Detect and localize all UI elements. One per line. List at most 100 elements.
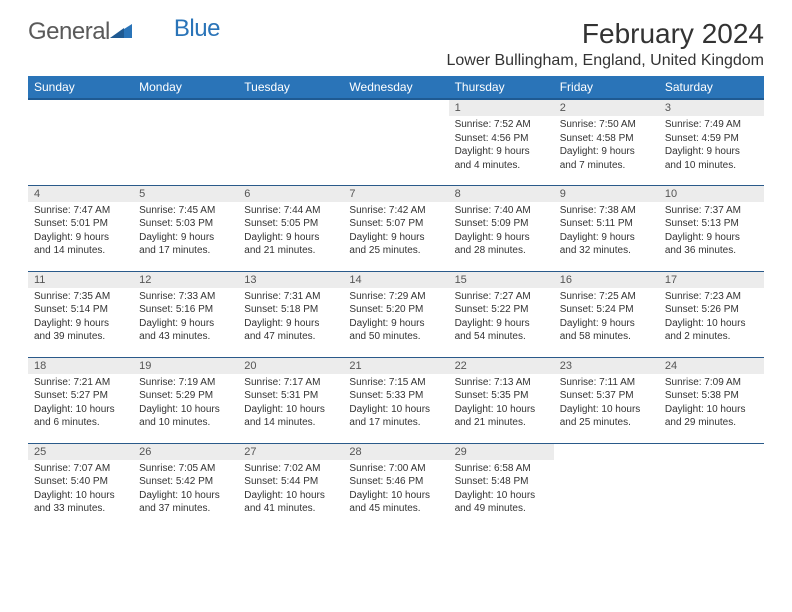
sunrise-line: Sunrise: 7:50 AM xyxy=(560,119,636,130)
calendar-cell: . xyxy=(659,443,764,529)
sunrise-line: Sunrise: 7:38 AM xyxy=(560,205,636,216)
calendar-cell: 19Sunrise: 7:19 AMSunset: 5:29 PMDayligh… xyxy=(133,357,238,443)
daylight-line: Daylight: 10 hours and 6 minutes. xyxy=(34,404,115,429)
calendar-cell: 15Sunrise: 7:27 AMSunset: 5:22 PMDayligh… xyxy=(449,271,554,357)
calendar-cell: 6Sunrise: 7:44 AMSunset: 5:05 PMDaylight… xyxy=(238,185,343,271)
sunrise-line: Sunrise: 7:37 AM xyxy=(665,205,741,216)
day-details: Sunrise: 7:45 AMSunset: 5:03 PMDaylight:… xyxy=(133,202,238,262)
weekday-header: Tuesday xyxy=(238,76,343,99)
logo: General Blue xyxy=(28,18,220,46)
calendar-cell: 17Sunrise: 7:23 AMSunset: 5:26 PMDayligh… xyxy=(659,271,764,357)
day-details: Sunrise: 7:23 AMSunset: 5:26 PMDaylight:… xyxy=(659,288,764,348)
calendar-cell: 2Sunrise: 7:50 AMSunset: 4:58 PMDaylight… xyxy=(554,99,659,185)
day-number: 5 xyxy=(133,186,238,202)
sunrise-line: Sunrise: 7:23 AM xyxy=(665,291,741,302)
sunset-line: Sunset: 5:24 PM xyxy=(560,304,634,315)
daylight-line: Daylight: 9 hours and 25 minutes. xyxy=(349,232,424,257)
daylight-line: Daylight: 10 hours and 41 minutes. xyxy=(244,490,325,515)
day-number: 27 xyxy=(238,444,343,460)
sunrise-line: Sunrise: 7:09 AM xyxy=(665,377,741,388)
sunset-line: Sunset: 5:14 PM xyxy=(34,304,108,315)
daylight-line: Daylight: 9 hours and 43 minutes. xyxy=(139,318,214,343)
daylight-line: Daylight: 10 hours and 37 minutes. xyxy=(139,490,220,515)
day-number: 17 xyxy=(659,272,764,288)
daylight-line: Daylight: 10 hours and 49 minutes. xyxy=(455,490,536,515)
calendar-cell: 21Sunrise: 7:15 AMSunset: 5:33 PMDayligh… xyxy=(343,357,448,443)
daylight-line: Daylight: 10 hours and 10 minutes. xyxy=(139,404,220,429)
calendar-cell: . xyxy=(554,443,659,529)
daylight-line: Daylight: 10 hours and 45 minutes. xyxy=(349,490,430,515)
day-details: Sunrise: 7:07 AMSunset: 5:40 PMDaylight:… xyxy=(28,460,133,520)
sunset-line: Sunset: 5:40 PM xyxy=(34,476,108,487)
daylight-line: Daylight: 9 hours and 54 minutes. xyxy=(455,318,530,343)
weekday-header: Friday xyxy=(554,76,659,99)
day-details: Sunrise: 7:27 AMSunset: 5:22 PMDaylight:… xyxy=(449,288,554,348)
day-details: Sunrise: 7:31 AMSunset: 5:18 PMDaylight:… xyxy=(238,288,343,348)
weekday-header: Monday xyxy=(133,76,238,99)
day-number: 9 xyxy=(554,186,659,202)
daylight-line: Daylight: 9 hours and 47 minutes. xyxy=(244,318,319,343)
day-details: Sunrise: 7:09 AMSunset: 5:38 PMDaylight:… xyxy=(659,374,764,434)
logo-word2: Blue xyxy=(174,15,220,43)
calendar-cell: 14Sunrise: 7:29 AMSunset: 5:20 PMDayligh… xyxy=(343,271,448,357)
sunrise-line: Sunrise: 7:21 AM xyxy=(34,377,110,388)
day-details: Sunrise: 7:13 AMSunset: 5:35 PMDaylight:… xyxy=(449,374,554,434)
sunset-line: Sunset: 5:18 PM xyxy=(244,304,318,315)
day-details: Sunrise: 7:37 AMSunset: 5:13 PMDaylight:… xyxy=(659,202,764,262)
calendar-cell: 12Sunrise: 7:33 AMSunset: 5:16 PMDayligh… xyxy=(133,271,238,357)
daylight-line: Daylight: 10 hours and 17 minutes. xyxy=(349,404,430,429)
header: General Blue February 2024 Lower Bulling… xyxy=(28,18,764,70)
location: Lower Bullingham, England, United Kingdo… xyxy=(446,52,764,70)
day-details: Sunrise: 7:19 AMSunset: 5:29 PMDaylight:… xyxy=(133,374,238,434)
calendar-cell: 18Sunrise: 7:21 AMSunset: 5:27 PMDayligh… xyxy=(28,357,133,443)
calendar-cell: 7Sunrise: 7:42 AMSunset: 5:07 PMDaylight… xyxy=(343,185,448,271)
calendar-cell: 11Sunrise: 7:35 AMSunset: 5:14 PMDayligh… xyxy=(28,271,133,357)
calendar-row: 4Sunrise: 7:47 AMSunset: 5:01 PMDaylight… xyxy=(28,185,764,271)
daylight-line: Daylight: 9 hours and 50 minutes. xyxy=(349,318,424,343)
daylight-line: Daylight: 9 hours and 32 minutes. xyxy=(560,232,635,257)
sunset-line: Sunset: 5:46 PM xyxy=(349,476,423,487)
weekday-header: Saturday xyxy=(659,76,764,99)
day-number: 4 xyxy=(28,186,133,202)
sunset-line: Sunset: 5:22 PM xyxy=(455,304,529,315)
day-number: 16 xyxy=(554,272,659,288)
calendar-row: ....1Sunrise: 7:52 AMSunset: 4:56 PMDayl… xyxy=(28,99,764,185)
day-number: 28 xyxy=(343,444,448,460)
sunrise-line: Sunrise: 7:29 AM xyxy=(349,291,425,302)
calendar-cell: . xyxy=(343,99,448,185)
calendar-cell: 1Sunrise: 7:52 AMSunset: 4:56 PMDaylight… xyxy=(449,99,554,185)
day-details: Sunrise: 6:58 AMSunset: 5:48 PMDaylight:… xyxy=(449,460,554,520)
sunrise-line: Sunrise: 7:42 AM xyxy=(349,205,425,216)
daylight-line: Daylight: 9 hours and 17 minutes. xyxy=(139,232,214,257)
sunset-line: Sunset: 4:59 PM xyxy=(665,133,739,144)
title-block: February 2024 Lower Bullingham, England,… xyxy=(446,18,764,70)
day-number: 7 xyxy=(343,186,448,202)
sunset-line: Sunset: 5:26 PM xyxy=(665,304,739,315)
sunrise-line: Sunrise: 7:02 AM xyxy=(244,463,320,474)
day-number: 11 xyxy=(28,272,133,288)
sunset-line: Sunset: 4:58 PM xyxy=(560,133,634,144)
sunrise-line: Sunrise: 7:25 AM xyxy=(560,291,636,302)
daylight-line: Daylight: 9 hours and 58 minutes. xyxy=(560,318,635,343)
sunrise-line: Sunrise: 7:15 AM xyxy=(349,377,425,388)
sunset-line: Sunset: 5:16 PM xyxy=(139,304,213,315)
logo-triangle-icon xyxy=(110,22,132,43)
sunrise-line: Sunrise: 7:13 AM xyxy=(455,377,531,388)
weekday-header: Thursday xyxy=(449,76,554,99)
day-number: 10 xyxy=(659,186,764,202)
calendar-cell: 13Sunrise: 7:31 AMSunset: 5:18 PMDayligh… xyxy=(238,271,343,357)
daylight-line: Daylight: 9 hours and 14 minutes. xyxy=(34,232,109,257)
calendar-cell: 23Sunrise: 7:11 AMSunset: 5:37 PMDayligh… xyxy=(554,357,659,443)
sunrise-line: Sunrise: 7:44 AM xyxy=(244,205,320,216)
day-details: Sunrise: 7:50 AMSunset: 4:58 PMDaylight:… xyxy=(554,116,659,176)
calendar-cell: 5Sunrise: 7:45 AMSunset: 5:03 PMDaylight… xyxy=(133,185,238,271)
day-details: Sunrise: 7:33 AMSunset: 5:16 PMDaylight:… xyxy=(133,288,238,348)
month-title: February 2024 xyxy=(446,18,764,50)
weekday-header: Sunday xyxy=(28,76,133,99)
sunset-line: Sunset: 5:31 PM xyxy=(244,390,318,401)
sunset-line: Sunset: 5:05 PM xyxy=(244,218,318,229)
calendar-cell: 9Sunrise: 7:38 AMSunset: 5:11 PMDaylight… xyxy=(554,185,659,271)
day-details: Sunrise: 7:52 AMSunset: 4:56 PMDaylight:… xyxy=(449,116,554,176)
day-number: 15 xyxy=(449,272,554,288)
daylight-line: Daylight: 9 hours and 39 minutes. xyxy=(34,318,109,343)
